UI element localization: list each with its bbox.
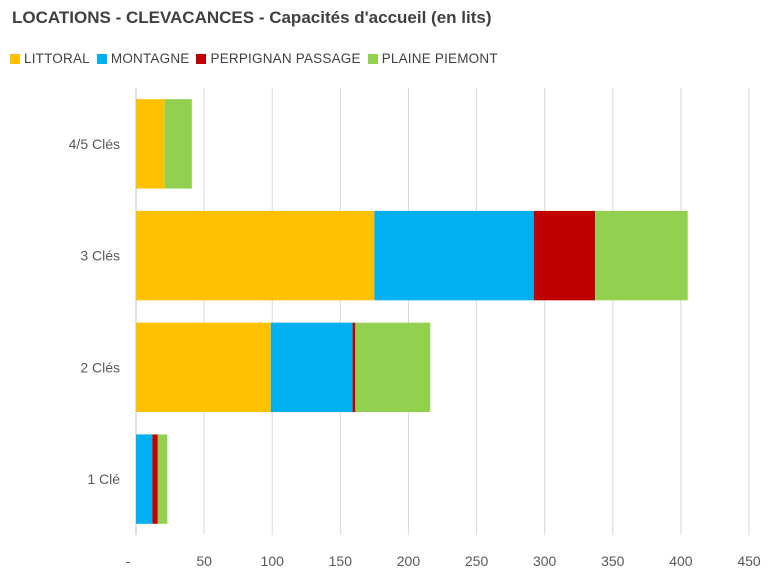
legend-swatch-littoral [10,53,20,64]
bar-2-cl-s-littoral [136,322,271,413]
x-tick-label-450: 450 [737,553,761,569]
bar-1-cl--montagne [136,434,153,524]
legend-item-montagne: MONTAGNE [96,51,190,66]
category-label-2: 3 Clés [80,248,120,264]
bar-1-cl--plaine-piemont [157,434,168,524]
chart-title: LOCATIONS - CLEVACANCES - Capacités d'ac… [12,8,492,27]
bar-4-5-cl-s-littoral [136,99,165,189]
bar-2-cl-s-perpignan-passage [352,322,356,413]
legend-item-littoral: LITTORAL [10,51,90,66]
x-tick-label-0: - [126,553,131,569]
bar-3-cl-s-littoral [136,210,375,301]
bar-3-cl-s-perpignan-passage [533,210,596,301]
legend-label-littoral: LITTORAL [24,51,90,66]
bar-3-cl-s-montagne [374,210,534,301]
x-tick-label-50: 50 [196,553,212,569]
x-tick-label-350: 350 [601,553,625,569]
bar-2-cl-s-montagne [270,322,353,413]
legend-item-plaine-piemont: PLAINE PIEMONT [367,51,498,66]
x-tick-label-200: 200 [397,553,421,569]
category-label-1: 2 Clés [80,359,120,375]
bar-1-cl--perpignan-passage [152,434,158,524]
category-label-3: 4/5 Clés [69,136,120,152]
legend-swatch-montagne [96,53,107,64]
x-tick-label-150: 150 [329,553,353,569]
bar-2-cl-s-plaine-piemont [355,322,431,413]
bar-3-cl-s-plaine-piemont [595,210,688,301]
legend-label-montagne: MONTAGNE [110,51,190,66]
bar-4-5-cl-s-plaine-piemont [164,99,192,189]
legend-swatch-plaine-piemont [367,53,378,64]
x-tick-label-250: 250 [465,553,489,569]
legend-label-plaine-piemont: PLAINE PIEMONT [381,51,498,66]
legend-swatch-perpignan-passage [196,53,207,64]
x-tick-label-100: 100 [261,553,285,569]
legend-item-perpignan-passage: PERPIGNAN PASSAGE [196,51,360,66]
x-tick-label-300: 300 [533,553,557,569]
legend-label-perpignan-passage: PERPIGNAN PASSAGE [210,51,361,66]
category-label-0: 1 Clé [87,471,120,487]
x-tick-label-400: 400 [669,553,693,569]
chart-legend: LITTORAL MONTAGNE PERPIGNAN PASSAGE PLAI… [10,51,505,66]
